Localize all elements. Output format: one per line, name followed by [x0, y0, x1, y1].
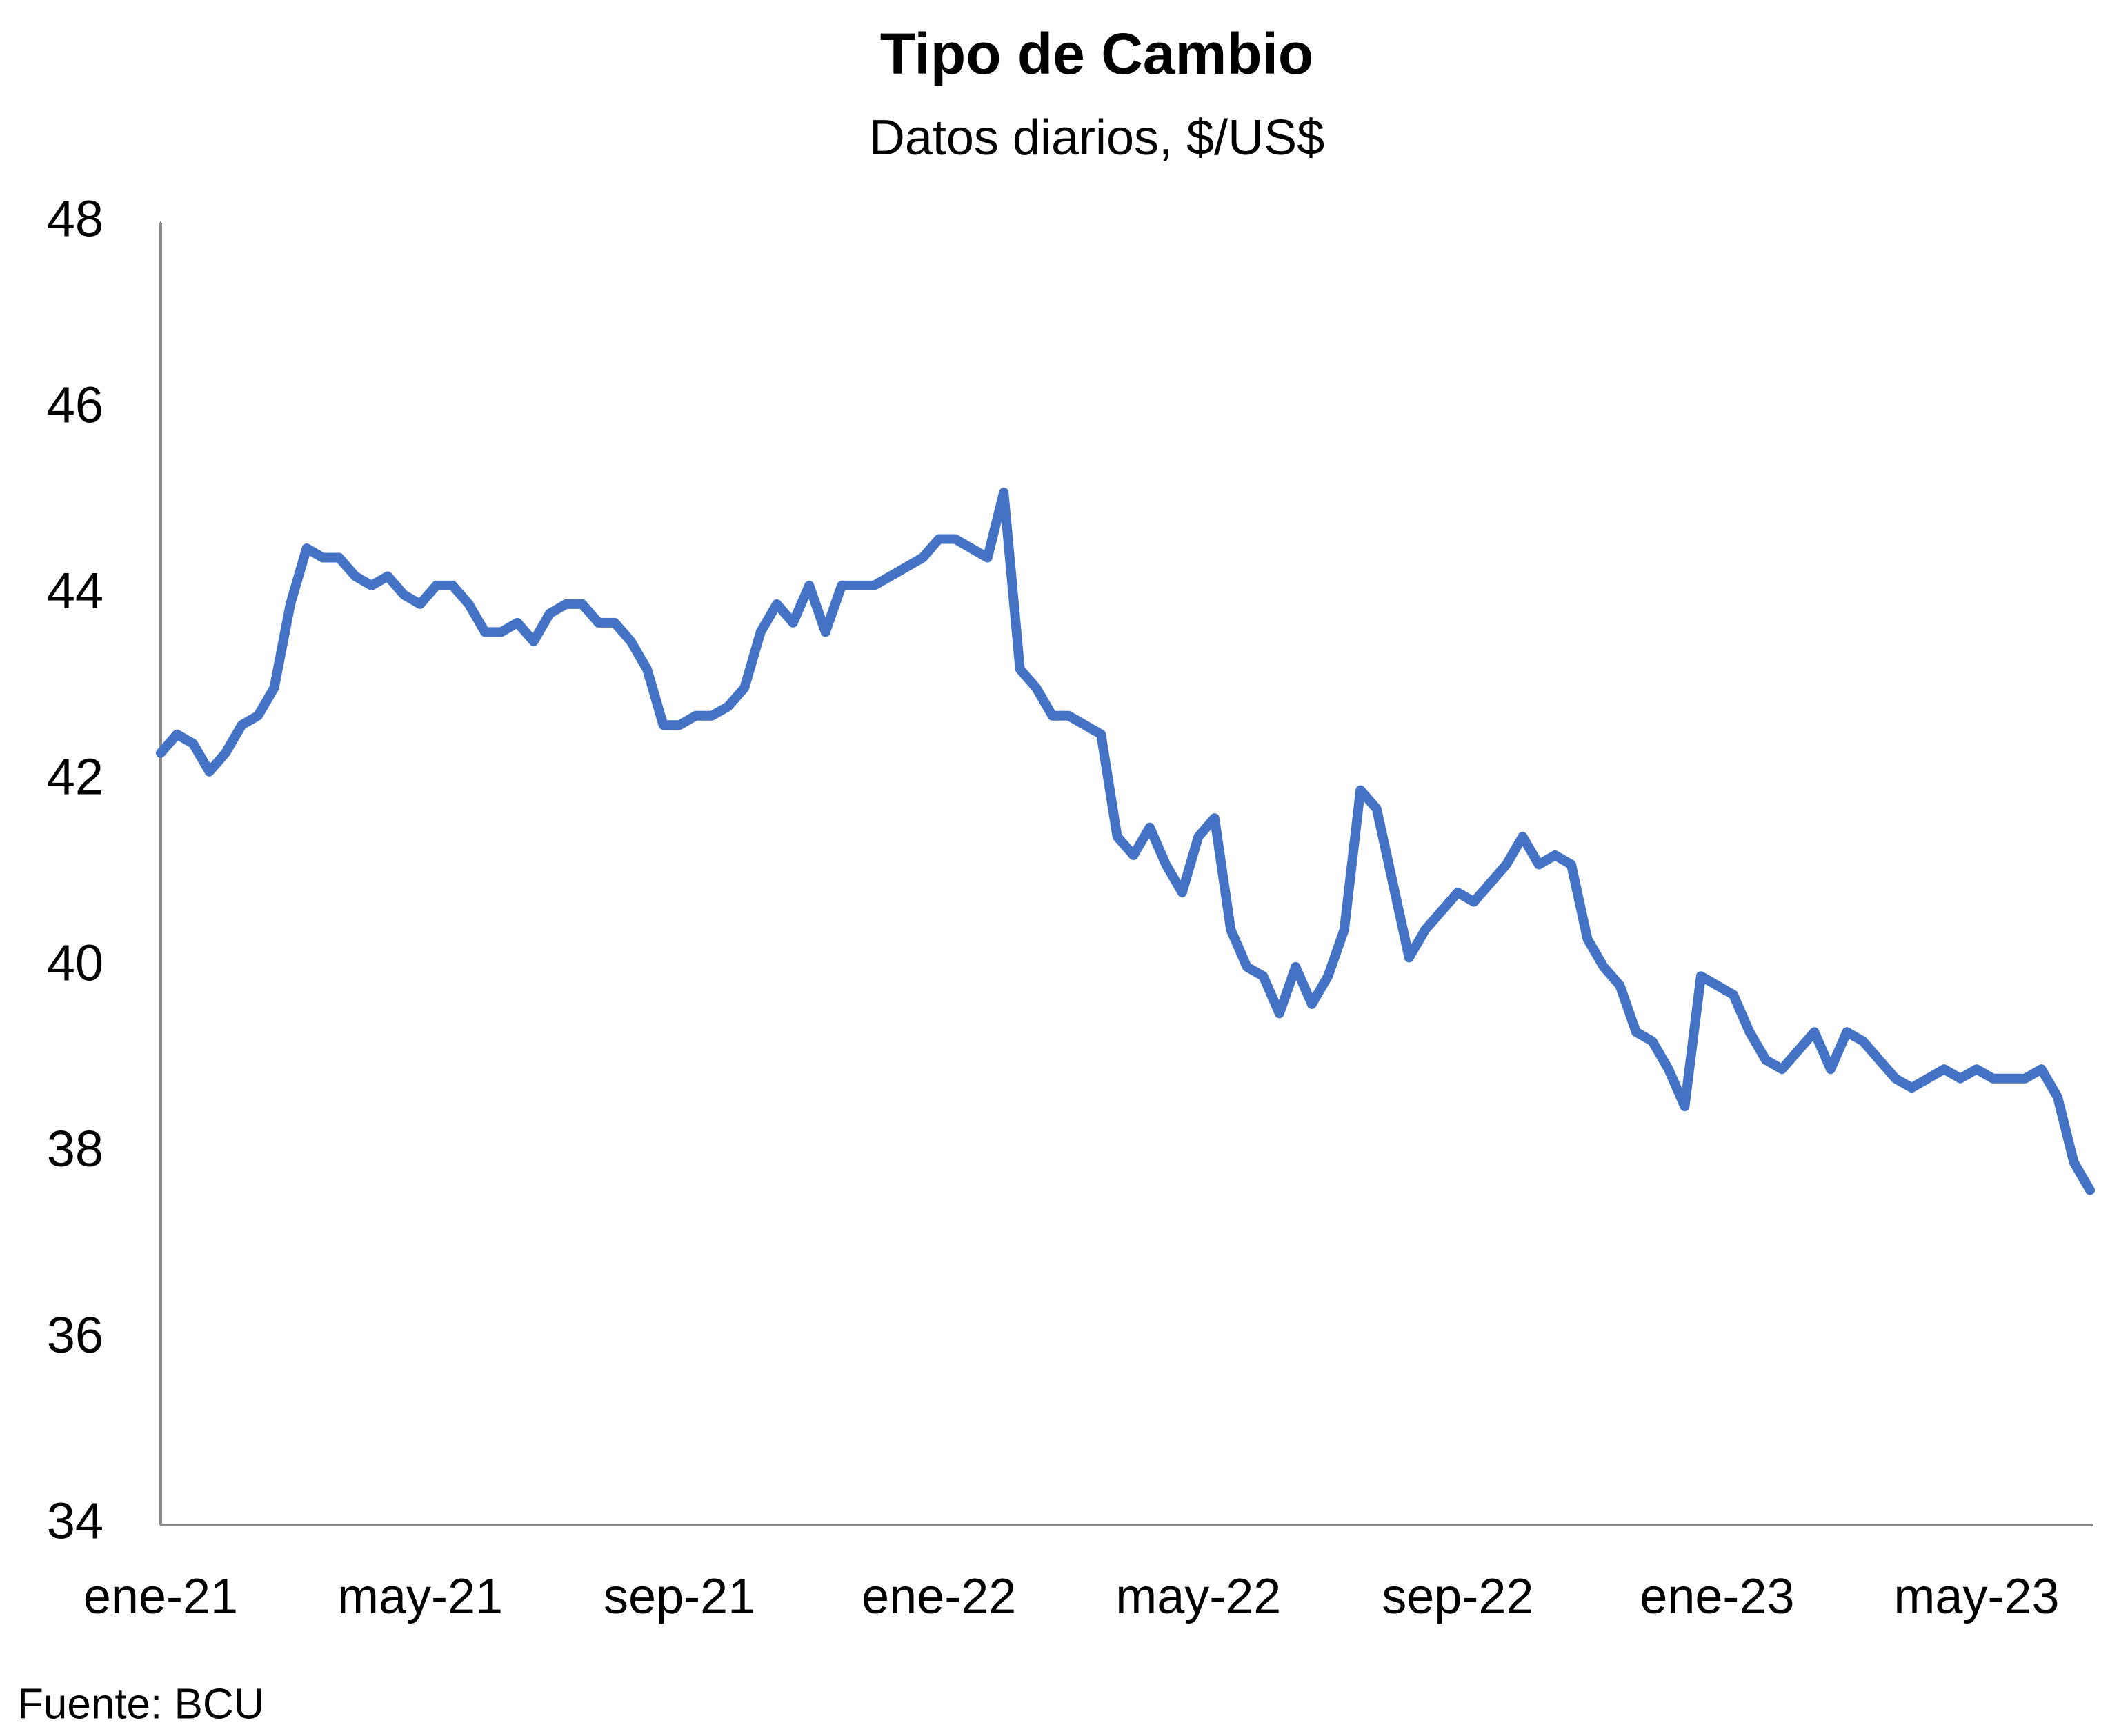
- chart-title: Tipo de Cambio: [880, 21, 1313, 86]
- source-note: Fuente: BCU: [17, 1680, 264, 1728]
- y-tick-label: 34: [47, 1493, 103, 1550]
- x-tick-label: sep-21: [604, 1569, 755, 1624]
- y-tick-label: 36: [47, 1306, 103, 1364]
- y-tick-label: 38: [47, 1120, 103, 1177]
- x-tick-label: ene-22: [862, 1569, 1016, 1624]
- x-tick-label: may-22: [1115, 1569, 1281, 1624]
- x-tick-label: ene-21: [83, 1569, 238, 1624]
- y-tick-label: 46: [47, 376, 103, 433]
- y-tick-label: 40: [47, 934, 103, 991]
- y-tick-label: 42: [47, 748, 103, 806]
- y-tick-label: 44: [47, 562, 103, 619]
- y-tick-label: 48: [47, 190, 103, 248]
- x-tick-label: may-23: [1893, 1569, 2059, 1624]
- x-tick-label: may-21: [337, 1569, 503, 1624]
- x-tick-label: ene-23: [1640, 1569, 1794, 1624]
- data-line: [156, 488, 2095, 1195]
- chart-subtitle: Datos diarios, $/US$: [869, 110, 1324, 166]
- x-tick-label: sep-22: [1382, 1569, 1533, 1624]
